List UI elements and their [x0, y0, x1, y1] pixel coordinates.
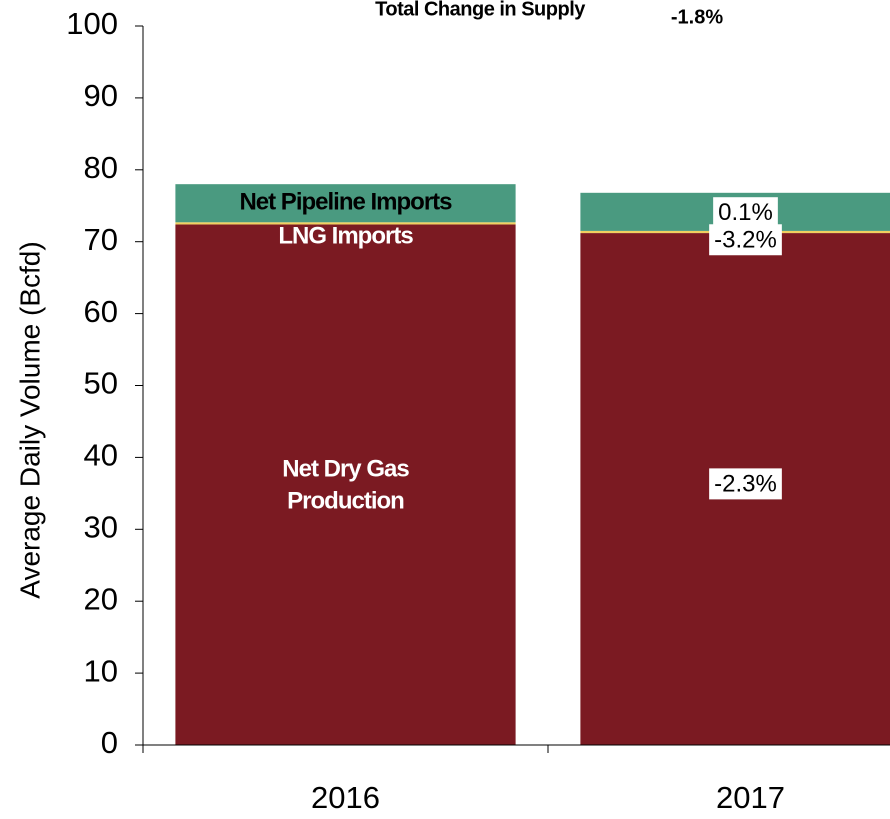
y-tick-label: 80: [84, 150, 118, 185]
change-label: -2.3%: [709, 468, 782, 500]
y-tick-label: 70: [84, 222, 118, 257]
chart-title: Total Change in Supply: [375, 0, 586, 20]
segment-label: LNG Imports: [278, 223, 413, 250]
segment-label: Net Pipeline Imports: [239, 189, 452, 216]
change-label-bg: [709, 468, 782, 500]
segment-label-line: Production: [287, 488, 404, 515]
segment-label-line: Net Dry Gas: [282, 456, 409, 483]
y-tick-label: 20: [84, 581, 118, 616]
bar-segment: [175, 222, 516, 225]
change-label-text: -2.3%: [714, 470, 777, 497]
y-tick-label: 90: [84, 78, 118, 113]
y-tick-label: 100: [66, 6, 118, 41]
total-change: -1.8%: [671, 6, 723, 28]
bar-segment: [175, 184, 516, 223]
segment-label: Net Dry Gas Production: [282, 456, 409, 515]
bar-segment: [175, 224, 516, 746]
y-axis-label: Average Daily Volume (Bcfd): [14, 241, 45, 598]
y-tick-label: 30: [84, 509, 118, 544]
y-tick-label: 10: [84, 653, 118, 688]
x-tick-label: 2016: [311, 780, 380, 815]
y-tick-label: 40: [84, 438, 118, 473]
change-label-bg: [713, 197, 778, 229]
y-tick-label: 60: [84, 294, 118, 329]
x-tick-label: 2017: [716, 780, 785, 815]
change-label-bg: [709, 224, 782, 256]
change-label: 0.1%: [713, 197, 778, 229]
change-label-text: -3.2%: [714, 226, 777, 253]
change-label-text: 0.1%: [718, 199, 773, 226]
y-tick-label: 50: [84, 366, 118, 401]
y-tick-label: 0: [101, 725, 118, 760]
change-label: -3.2%: [709, 224, 782, 256]
